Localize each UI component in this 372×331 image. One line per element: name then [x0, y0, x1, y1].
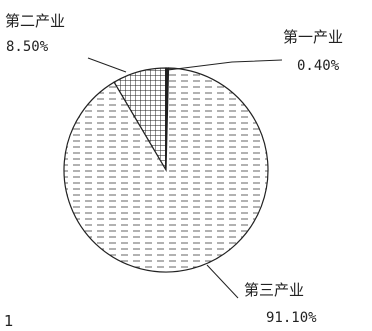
- label-secondary-name: 第二产业: [5, 12, 65, 30]
- label-secondary-value: 8.50%: [6, 39, 49, 55]
- label-primary-value: 0.40%: [297, 58, 340, 74]
- stray-text: 1: [4, 312, 14, 330]
- slices-layer: [63, 67, 269, 273]
- label-tertiary-name: 第三产业: [244, 281, 304, 299]
- leaders-layer: [87, 57, 283, 299]
- slice-tertiary: [63, 67, 269, 273]
- label-tertiary-value: 91.10%: [266, 310, 317, 326]
- leader-line-primary: [167, 59, 283, 71]
- leader-line-secondary: [87, 57, 127, 73]
- label-primary-name: 第一产业: [283, 28, 343, 46]
- leader-line-tertiary: [206, 264, 239, 299]
